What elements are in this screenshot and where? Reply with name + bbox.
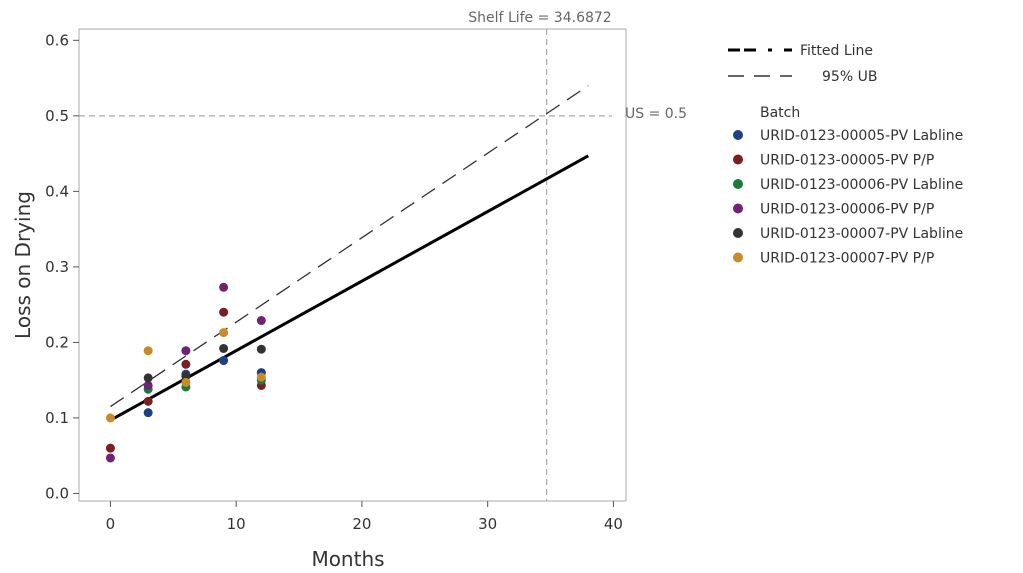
y-tick-label: 0.5 bbox=[45, 107, 69, 125]
legend-fitted-line-label: Fitted Line bbox=[800, 43, 873, 59]
data-point bbox=[105, 453, 115, 463]
legend-item-label: URID-0123-00007-PV Labline bbox=[760, 226, 963, 242]
legend-item-label: URID-0123-00005-PV Labline bbox=[760, 128, 963, 144]
legend-item-label: URID-0123-00005-PV P/P bbox=[760, 153, 934, 169]
x-tick-label: 40 bbox=[604, 515, 623, 533]
legend-marker bbox=[733, 179, 743, 189]
legend-marker bbox=[733, 228, 743, 238]
data-point bbox=[219, 356, 229, 366]
data-point bbox=[143, 380, 153, 390]
data-point bbox=[219, 328, 229, 338]
data-point bbox=[105, 443, 115, 453]
legend-item-label: URID-0123-00006-PV P/P bbox=[760, 202, 934, 218]
legend-item-label: URID-0123-00006-PV Labline bbox=[760, 177, 963, 193]
y-tick-label: 0.0 bbox=[45, 484, 69, 502]
x-axis: 0 10 20 30 40 bbox=[106, 501, 623, 533]
legend-marker bbox=[733, 130, 743, 140]
legend-items: URID-0123-00005-PV Labline URID-0123-0000… bbox=[733, 128, 963, 267]
y-tick-label: 0.3 bbox=[45, 258, 69, 276]
legend-marker bbox=[733, 154, 743, 165]
data-point bbox=[143, 346, 153, 356]
y-tick-label: 0.1 bbox=[45, 409, 69, 427]
data-point bbox=[181, 359, 191, 369]
legend-title: Batch bbox=[760, 105, 800, 121]
legend-item-label: URID-0123-00007-PV P/P bbox=[760, 251, 934, 267]
y-tick-label: 0.4 bbox=[45, 182, 69, 200]
data-point bbox=[143, 373, 153, 383]
upper-bound-line bbox=[110, 85, 589, 408]
spec-limit-label: US = 0.5 bbox=[625, 106, 687, 122]
data-point bbox=[256, 372, 266, 382]
legend-marker bbox=[733, 203, 743, 214]
data-point bbox=[143, 396, 153, 406]
data-point bbox=[219, 282, 229, 292]
data-point bbox=[181, 377, 191, 387]
legend: Fitted Line 95% UB Batch URID-0123-00005… bbox=[728, 43, 963, 267]
shelf-life-label: Shelf Life = 34.6872 bbox=[468, 10, 611, 26]
data-point bbox=[181, 346, 191, 356]
data-point bbox=[256, 344, 266, 354]
reference-lines bbox=[79, 29, 612, 501]
y-tick-label: 0.2 bbox=[45, 333, 69, 351]
data-point bbox=[105, 413, 115, 423]
data-point bbox=[256, 316, 266, 326]
legend-ub-label: 95% UB bbox=[822, 69, 877, 85]
y-axis: 0.0 0.1 0.2 0.3 0.4 0.5 0.6 bbox=[45, 31, 79, 502]
data-point bbox=[219, 343, 229, 353]
data-points bbox=[105, 282, 266, 463]
data-point bbox=[219, 307, 229, 317]
x-axis-title: Months bbox=[311, 547, 384, 571]
x-tick-label: 0 bbox=[106, 515, 116, 533]
x-tick-label: 30 bbox=[478, 515, 497, 533]
plot-area bbox=[78, 28, 627, 502]
y-axis-title: Loss on Drying bbox=[11, 191, 35, 339]
y-tick-label: 0.6 bbox=[45, 31, 69, 49]
x-tick-label: 10 bbox=[227, 515, 246, 533]
x-tick-label: 20 bbox=[352, 515, 371, 533]
data-point bbox=[143, 408, 153, 418]
legend-marker bbox=[733, 252, 743, 263]
